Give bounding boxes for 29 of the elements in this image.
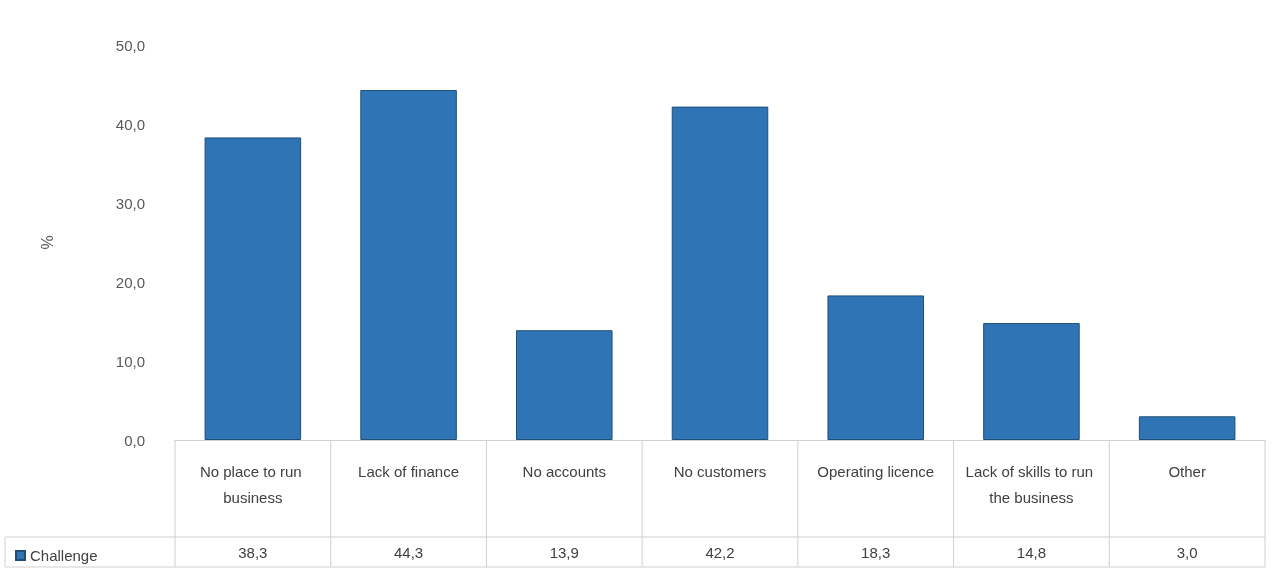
y-tick-label: 40,0 [115, 115, 145, 133]
bar [360, 90, 457, 440]
data-label: 3,0 [1176, 543, 1198, 561]
bar [983, 323, 1080, 440]
y-tick-label: 20,0 [115, 273, 145, 291]
legend-label: Challenge [30, 547, 98, 564]
y-tick-label: 10,0 [115, 352, 145, 370]
data-label: 14,8 [1016, 543, 1047, 561]
bar [204, 137, 302, 440]
bar [1138, 416, 1236, 440]
data-label: 38,3 [238, 543, 268, 561]
bar [671, 106, 769, 440]
data-label: 44,3 [393, 543, 424, 561]
y-axis-title: % [38, 235, 56, 250]
data-label: 13,9 [549, 543, 579, 561]
bar [516, 330, 613, 440]
data-label: 18,3 [861, 543, 891, 561]
x-tick-label: Other [1168, 462, 1206, 480]
x-tick-label: Operating licence [817, 462, 935, 480]
y-tick-label: 50,0 [115, 36, 145, 54]
y-tick-label: 0,0 [124, 431, 145, 449]
x-tick-label: No customers [673, 462, 767, 480]
x-tick-label: Lack of skills to run the business [965, 462, 1098, 506]
y-tick-label: 30,0 [115, 194, 145, 212]
x-tick-label: No accounts [522, 462, 606, 480]
x-tick-label: No place to run business [199, 462, 306, 506]
data-label: 42,2 [705, 543, 735, 561]
bar [827, 295, 924, 440]
x-tick-label: Lack of finance [358, 462, 460, 480]
